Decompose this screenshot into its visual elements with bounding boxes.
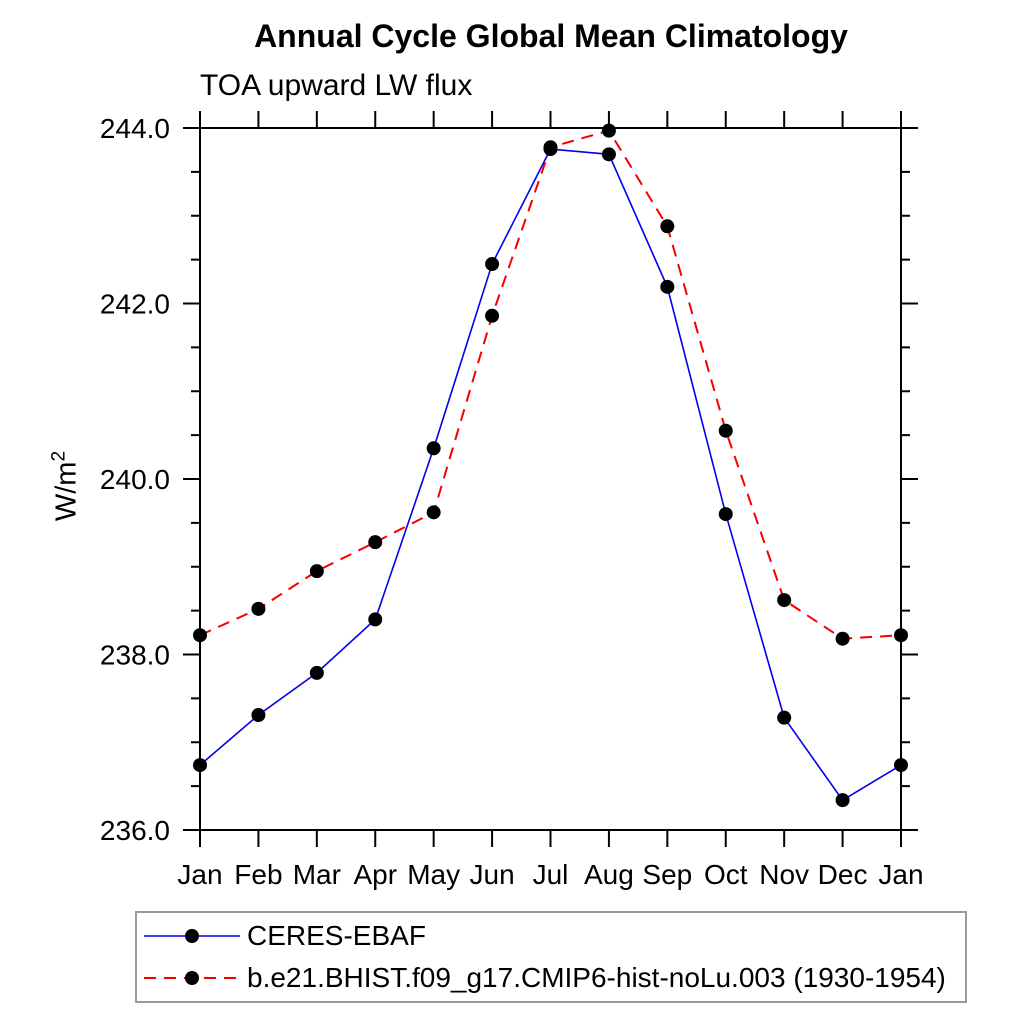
x-tick-label: Apr: [353, 859, 397, 890]
chart-title: Annual Cycle Global Mean Climatology: [254, 18, 848, 54]
x-tick-label: Mar: [293, 859, 341, 890]
data-point-marker: [777, 710, 792, 725]
data-point-marker: [251, 601, 266, 616]
data-point-marker: [193, 758, 207, 773]
x-tick-label: Jan: [878, 859, 923, 890]
chart-subtitle: TOA upward LW flux: [200, 69, 473, 102]
legend-label: b.e21.BHIST.f09_g17.CMIP6-hist-noLu.003 …: [247, 962, 946, 993]
x-tick-label: Nov: [759, 859, 809, 890]
x-tick-label: Sep: [642, 859, 692, 890]
data-point-marker: [601, 123, 616, 138]
legend-entry: CERES-EBAF: [141, 917, 965, 955]
x-tick-label: Jan: [177, 859, 222, 890]
series-line-0: [199, 148, 902, 802]
legend-swatch-model: [144, 971, 240, 985]
y-tick-label: 242.0: [100, 289, 170, 320]
x-tick-label: Oct: [704, 859, 748, 890]
x-tick-label: Feb: [234, 859, 282, 890]
data-point-marker: [309, 564, 324, 579]
data-point-marker: [894, 758, 908, 773]
x-tick-label: Jun: [470, 859, 515, 890]
y-tick-label: 240.0: [100, 464, 170, 495]
legend-marker-dot: [185, 971, 199, 985]
y-tick-label: 238.0: [100, 640, 170, 671]
plot-frame: [199, 127, 902, 831]
x-tick-label: Dec: [818, 859, 868, 890]
data-point-marker: [601, 147, 616, 162]
data-point-marker: [660, 219, 675, 234]
data-point-marker: [777, 593, 792, 608]
data-point-marker: [660, 279, 675, 294]
y-tick-label: 236.0: [100, 815, 170, 846]
data-point-marker: [543, 140, 558, 155]
data-point-marker: [485, 308, 500, 323]
data-point-marker: [368, 535, 383, 550]
legend-marker-dot: [185, 929, 199, 943]
data-point-marker: [718, 423, 733, 438]
x-tick-label: Jul: [533, 859, 569, 890]
legend-swatch-ceres: [144, 929, 240, 943]
legend-entry: b.e21.BHIST.f09_g17.CMIP6-hist-noLu.003 …: [141, 959, 965, 997]
data-point-marker: [894, 628, 908, 643]
y-tick-label: 244.0: [100, 113, 170, 144]
data-point-marker: [485, 257, 500, 272]
data-point-marker: [426, 505, 441, 520]
data-point-marker: [251, 708, 266, 723]
data-point-marker: [193, 628, 207, 643]
series-line-1: [199, 129, 902, 640]
data-point-marker: [309, 665, 324, 680]
data-point-marker: [368, 612, 383, 627]
data-point-marker: [426, 441, 441, 456]
data-point-marker: [835, 793, 850, 808]
x-tick-label: May: [407, 859, 460, 890]
x-tick-label: Aug: [584, 859, 634, 890]
legend: CERES-EBAF b.e21.BHIST.f09_g17.CMIP6-his…: [135, 911, 967, 1003]
legend-label: CERES-EBAF: [247, 920, 426, 951]
data-point-marker: [835, 631, 850, 646]
data-point-marker: [718, 507, 733, 522]
